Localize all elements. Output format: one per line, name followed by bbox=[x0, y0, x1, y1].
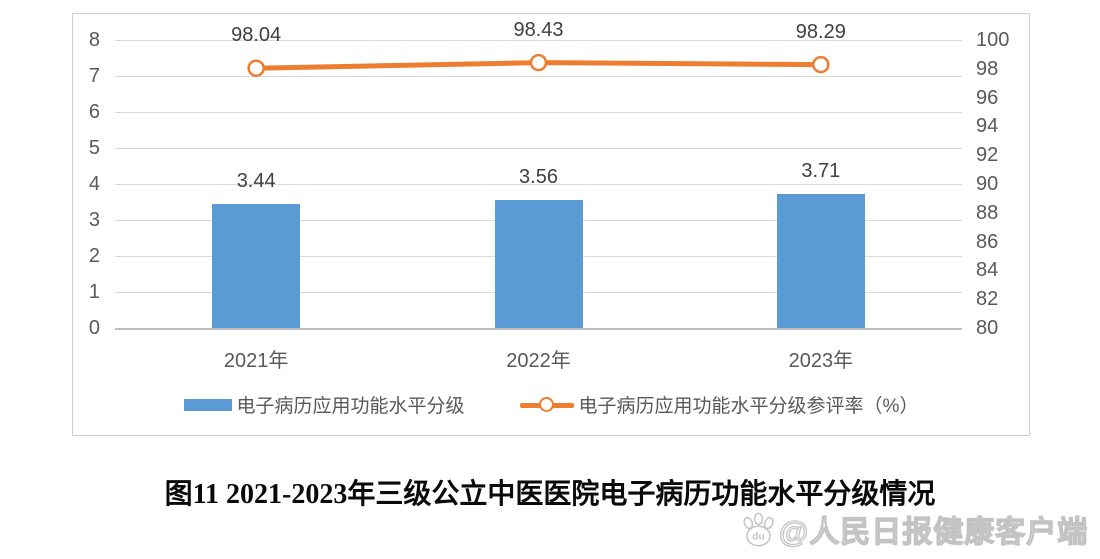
right-axis-tick-82: 82 bbox=[976, 288, 999, 311]
watermark-text: @人民日报健康客户端 bbox=[778, 515, 1089, 549]
left-axis-tick-3: 3 bbox=[88, 209, 100, 231]
legend-line-label: 电子病历应用功能水平分级参评率（%） bbox=[578, 396, 919, 417]
left-axis-tick-0: 0 bbox=[88, 317, 100, 339]
right-axis-tick-96: 96 bbox=[976, 86, 999, 109]
right-axis-tick-92: 92 bbox=[976, 144, 999, 167]
right-axis-tick-86: 86 bbox=[976, 230, 999, 253]
legend-bar-label: 电子病历应用功能水平分级 bbox=[236, 396, 465, 417]
line-data-label-0: 98.04 bbox=[231, 24, 282, 47]
right-axis-tick-88: 88 bbox=[976, 201, 999, 224]
legend-bar-swatch bbox=[183, 398, 232, 411]
right-axis-tick-84: 84 bbox=[976, 259, 999, 282]
left-axis-tick-7: 7 bbox=[88, 65, 100, 87]
watermark: du @人民日报健康客户端 bbox=[740, 507, 1088, 551]
left-axis-tick-2: 2 bbox=[88, 245, 100, 267]
bar-data-label-2: 3.71 bbox=[801, 160, 841, 183]
left-axis-tick-5: 5 bbox=[88, 137, 100, 159]
legend-item-line: 电子病历应用功能水平分级参评率（%） bbox=[519, 391, 919, 418]
legend: 电子病历应用功能水平分级 电子病历应用功能水平分级参评率（%） bbox=[72, 391, 1030, 418]
bar-2022年 bbox=[494, 199, 583, 328]
left-axis-tick-1: 1 bbox=[88, 281, 100, 303]
gridline-0 bbox=[115, 327, 962, 330]
paw-du-label: du bbox=[752, 531, 764, 542]
legend-line-marker-icon bbox=[538, 396, 554, 412]
bar-2023年 bbox=[776, 194, 865, 328]
gridline-7 bbox=[115, 75, 962, 77]
gridline-6 bbox=[115, 111, 962, 113]
x-axis-label-2: 2023年 bbox=[788, 350, 854, 372]
bar-2021年 bbox=[212, 204, 301, 328]
gridline-4 bbox=[115, 183, 962, 185]
right-axis-tick-80: 80 bbox=[976, 317, 999, 339]
chart-caption: 图11 2021-2023年三级公立中医医院电子病历功能水平分级情况 bbox=[164, 479, 936, 510]
x-axis-label-1: 2022年 bbox=[506, 350, 571, 372]
x-axis-label-0: 2021年 bbox=[223, 350, 289, 372]
left-axis-tick-6: 6 bbox=[88, 101, 100, 123]
baidu-paw-icon: du bbox=[743, 512, 774, 546]
right-axis-tick-98: 98 bbox=[976, 57, 999, 80]
left-axis-tick-4: 4 bbox=[88, 173, 100, 195]
legend-line-swatch bbox=[519, 396, 574, 414]
line-data-label-2: 98.29 bbox=[795, 20, 846, 43]
right-axis-tick-100: 100 bbox=[976, 29, 1010, 51]
left-axis-tick-8: 8 bbox=[88, 29, 100, 51]
bar-data-label-0: 3.44 bbox=[236, 170, 276, 193]
gridline-5 bbox=[115, 147, 962, 149]
bar-data-label-1: 3.56 bbox=[519, 165, 558, 188]
right-axis-tick-94: 94 bbox=[976, 115, 999, 138]
legend-item-bar: 电子病历应用功能水平分级 bbox=[183, 391, 465, 418]
right-axis-tick-90: 90 bbox=[976, 173, 999, 195]
line-data-label-1: 98.43 bbox=[513, 18, 564, 41]
gridline-8 bbox=[115, 39, 962, 41]
